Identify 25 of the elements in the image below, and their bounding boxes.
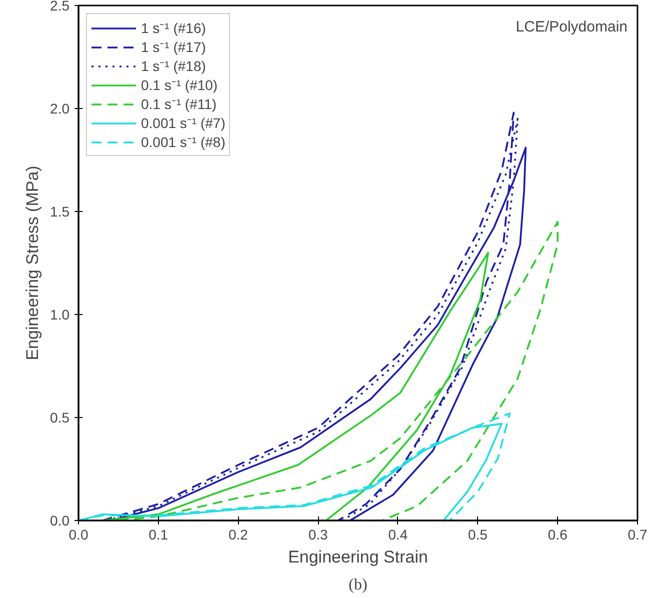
annotation: LCE/Polydomain: [516, 18, 628, 36]
x-axis-title: Engineering Strain: [288, 548, 428, 566]
legend-label: 1 s⁻¹ (#17): [141, 38, 206, 56]
y-axis-title: Engineering Stress (MPa): [23, 166, 42, 360]
x-tick-label: 0.7: [628, 526, 648, 542]
legend-label: 1 s⁻¹ (#16): [141, 19, 206, 37]
x-tick-label: 0.5: [468, 526, 488, 542]
x-tick-label: 0.3: [308, 526, 328, 542]
x-tick-label: 0.4: [388, 526, 408, 542]
text: (b): [348, 576, 368, 594]
legend-label: 0.001 s⁻¹ (#8): [141, 133, 226, 151]
y-tick-label: 2.5: [50, 0, 70, 14]
y-tick-label: 2.0: [50, 100, 70, 116]
legend-label: 0.1 s⁻¹ (#10): [141, 76, 218, 94]
legend-label: 1 s⁻¹ (#18): [141, 57, 206, 75]
y-tick-label: 1.0: [50, 306, 70, 322]
legend-label: 0.001 s⁻¹ (#7): [141, 114, 226, 132]
x-tick-label: 0.0: [68, 526, 88, 542]
x-tick-label: 0.1: [148, 526, 168, 542]
x-tick-label: 0.2: [228, 526, 248, 542]
y-tick-label: 0.5: [50, 410, 70, 426]
x-tick-label: 0.6: [548, 526, 568, 542]
legend-label: 0.1 s⁻¹ (#11): [141, 95, 217, 113]
y-tick-label: 1.5: [50, 204, 70, 220]
y-tick-label: 0.0: [50, 512, 70, 528]
